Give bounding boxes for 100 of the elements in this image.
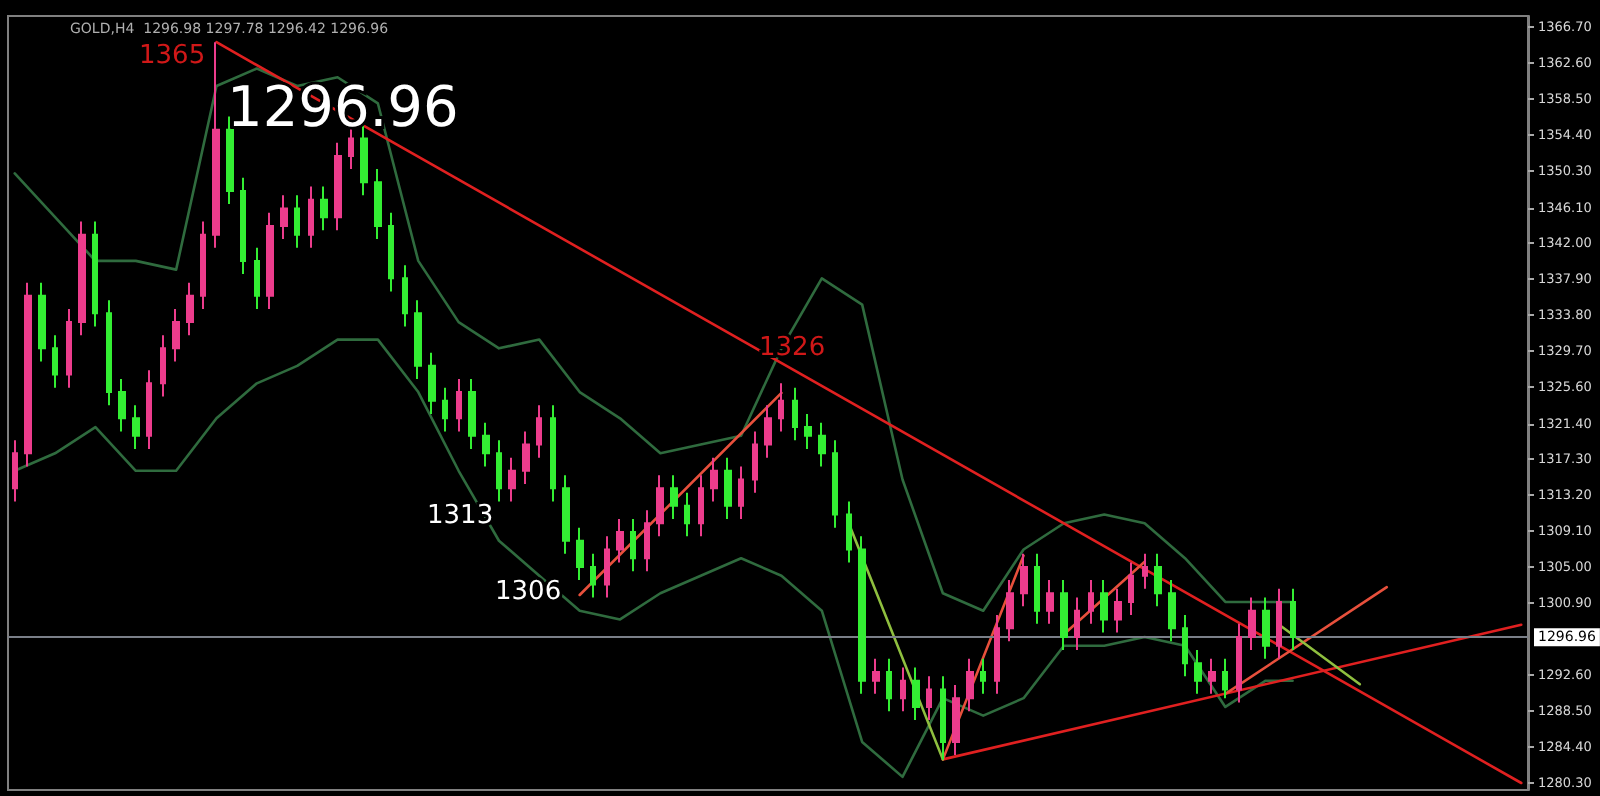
candlestick bbox=[374, 168, 382, 241]
candlestick bbox=[738, 465, 744, 520]
candlestick bbox=[536, 404, 542, 459]
candlestick bbox=[590, 552, 596, 599]
candlestick bbox=[1222, 657, 1228, 700]
candlestick bbox=[1154, 552, 1162, 608]
candlestick bbox=[212, 41, 220, 249]
annotation: 1313 bbox=[427, 501, 494, 531]
candlestick bbox=[940, 675, 946, 761]
candlestick bbox=[160, 334, 166, 398]
candlestick bbox=[1194, 649, 1202, 695]
candlestick bbox=[146, 369, 152, 450]
candlestick bbox=[818, 421, 826, 468]
candlestick bbox=[200, 220, 206, 310]
candlestick bbox=[78, 220, 86, 337]
annotation: 1326 bbox=[759, 333, 826, 363]
candlestick bbox=[792, 386, 798, 442]
candlestick bbox=[308, 185, 314, 249]
candlestick bbox=[562, 474, 570, 555]
candlestick bbox=[482, 421, 490, 468]
candlestick bbox=[1100, 579, 1108, 634]
candlestick bbox=[402, 264, 408, 328]
candlestick bbox=[24, 281, 32, 468]
candlestick bbox=[1290, 587, 1296, 652]
candlestick bbox=[670, 474, 678, 520]
candlestick bbox=[428, 351, 436, 415]
candlestick bbox=[1182, 614, 1188, 678]
line-series bbox=[13, 67, 1294, 613]
candlestick bbox=[604, 535, 610, 599]
candlestick bbox=[320, 185, 328, 232]
candlestick bbox=[576, 526, 584, 582]
candlestick bbox=[1046, 579, 1054, 625]
candlestick bbox=[1114, 587, 1122, 634]
candlestick bbox=[132, 404, 140, 450]
candlestick bbox=[832, 439, 838, 529]
candlestick bbox=[12, 439, 18, 503]
candlestick bbox=[804, 412, 812, 450]
candlestick bbox=[254, 246, 260, 310]
candlestick bbox=[616, 517, 624, 564]
candlestick bbox=[92, 220, 98, 328]
candlestick bbox=[1142, 552, 1148, 590]
candlestick bbox=[66, 307, 72, 389]
candlestick bbox=[980, 657, 986, 695]
candlestick bbox=[1262, 596, 1270, 660]
candlestick bbox=[38, 281, 46, 363]
candlestick bbox=[1168, 579, 1176, 643]
annotation: 1306 bbox=[495, 577, 562, 607]
candlestick bbox=[644, 509, 650, 573]
candlestick bbox=[414, 299, 422, 380]
candlestick bbox=[496, 439, 502, 503]
candlestick bbox=[1074, 596, 1080, 652]
candlestick bbox=[1034, 552, 1040, 625]
candlestick bbox=[1088, 579, 1094, 625]
candlestick bbox=[1006, 579, 1014, 643]
candlestick bbox=[778, 382, 784, 433]
candlestick bbox=[1020, 552, 1028, 608]
candlestick bbox=[52, 334, 58, 389]
candlestick bbox=[294, 194, 300, 249]
candlestick bbox=[1060, 579, 1068, 652]
candlestick bbox=[966, 657, 974, 713]
candlestick bbox=[752, 430, 758, 494]
candlestick bbox=[442, 386, 448, 433]
candlestick bbox=[900, 666, 906, 713]
candlestick bbox=[456, 377, 462, 433]
candlestick bbox=[280, 194, 288, 241]
candlestick bbox=[334, 141, 342, 232]
candlestick bbox=[698, 474, 704, 538]
candlestick bbox=[724, 456, 732, 520]
candlestick bbox=[926, 675, 932, 722]
candlestick bbox=[858, 535, 866, 695]
candlestick bbox=[912, 666, 920, 722]
line-series bbox=[13, 338, 1294, 779]
candlestick bbox=[710, 456, 718, 503]
candlestick bbox=[388, 211, 394, 293]
candlestick bbox=[764, 404, 772, 459]
candlestick bbox=[872, 657, 880, 695]
annotation: 1365 bbox=[139, 41, 206, 71]
candlestick bbox=[994, 614, 1000, 695]
candlestick bbox=[186, 281, 194, 337]
candlestick bbox=[550, 404, 556, 503]
candlestick bbox=[172, 307, 180, 363]
candlestick bbox=[886, 657, 892, 713]
candlestick bbox=[846, 500, 852, 564]
candlestick bbox=[508, 456, 516, 503]
candlestick bbox=[360, 124, 368, 197]
candlestick bbox=[106, 299, 112, 407]
candlestick bbox=[266, 211, 274, 310]
candlestick bbox=[468, 377, 476, 450]
candlestick bbox=[240, 176, 246, 275]
candlestick bbox=[684, 491, 690, 538]
candlestick bbox=[1236, 622, 1242, 704]
candlestick bbox=[226, 115, 234, 206]
candlestick bbox=[118, 377, 126, 433]
candlestick bbox=[1276, 587, 1282, 660]
candlestick bbox=[522, 430, 530, 485]
candlestick bbox=[1248, 596, 1256, 652]
candlestick bbox=[1208, 657, 1216, 695]
candlestick bbox=[656, 474, 664, 538]
candlestick bbox=[952, 684, 960, 757]
candlestick bbox=[630, 517, 636, 573]
